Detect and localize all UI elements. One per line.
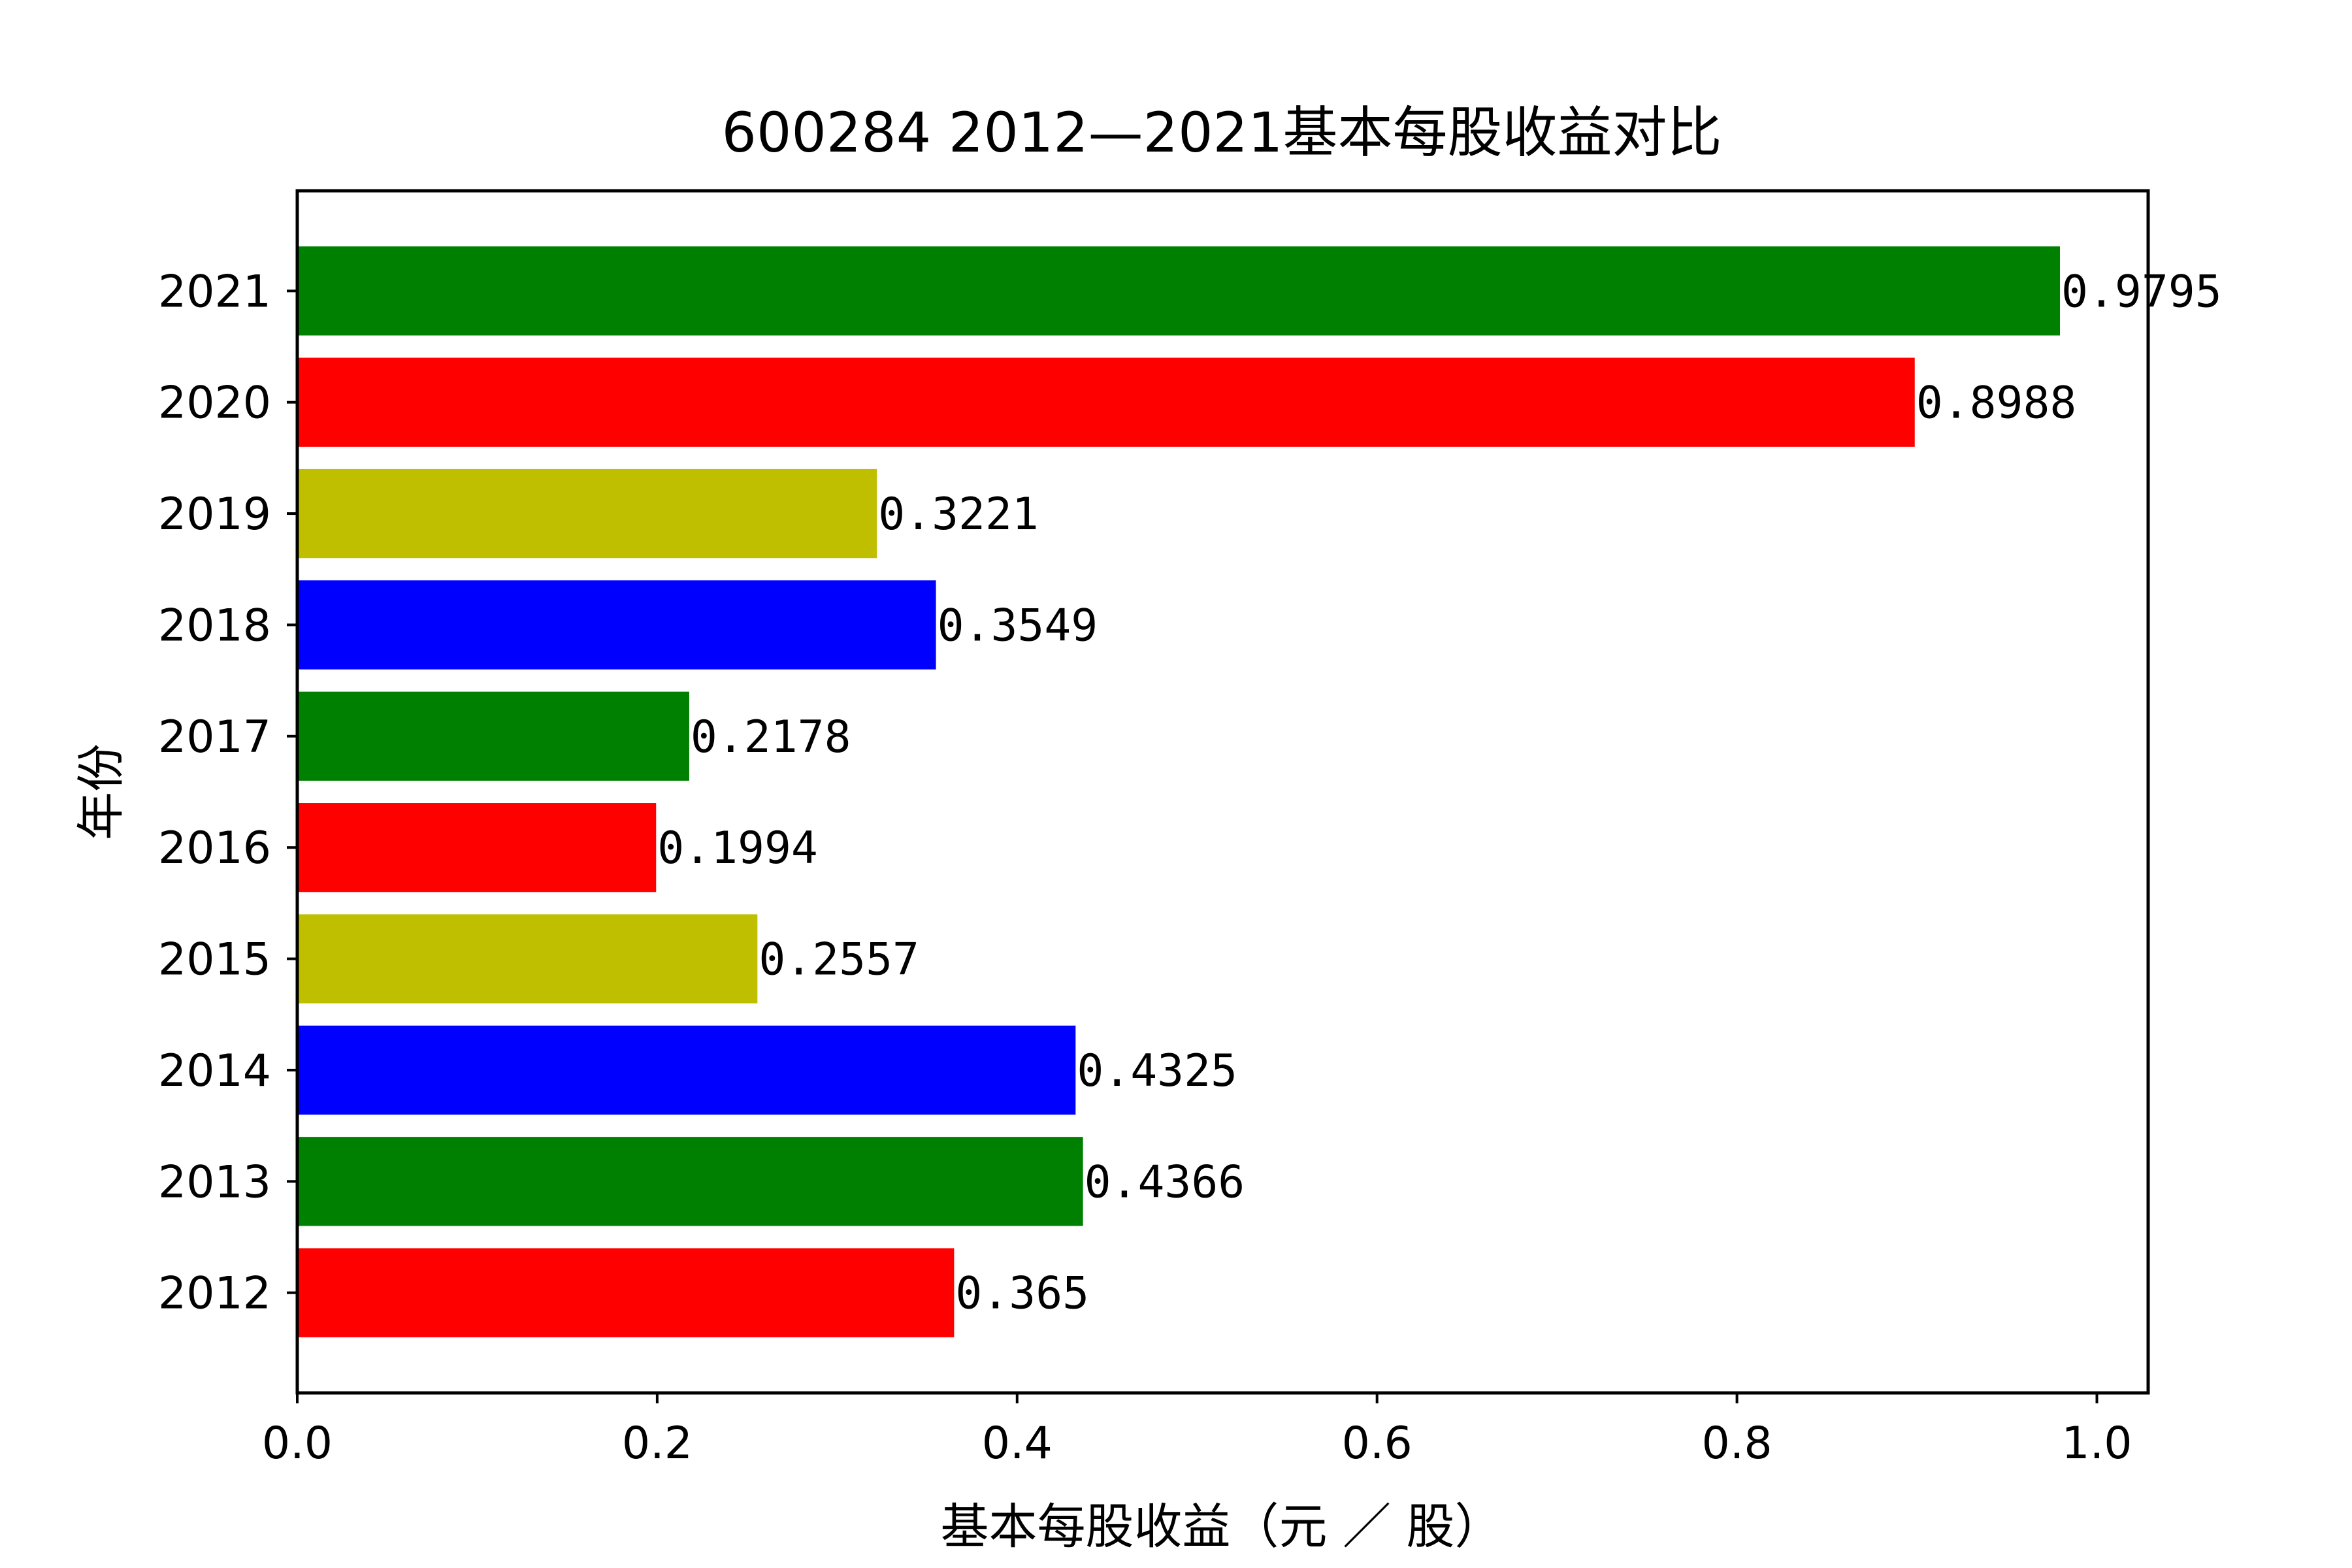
data-label-2019: 0.3221 [878,489,1039,540]
bar-2021 [297,246,2061,336]
y-tick-label-2016: 2016 [158,823,271,874]
data-label-2014: 0.4325 [1077,1045,1237,1097]
x-tick-label-0.6: 0.6 [1342,1418,1413,1469]
bar-2018 [297,580,936,670]
plot-frame [295,189,2150,1395]
x-tick-label-0.8: 0.8 [1702,1418,1772,1469]
x-tick-label-0.2: 0.2 [622,1418,693,1469]
data-label-2020: 0.8988 [1916,378,2077,429]
y-tick-label-2013: 2013 [158,1156,271,1208]
y-tick-label-2018: 2018 [158,600,271,651]
bar-2016 [297,803,657,892]
x-tick-label-0.4: 0.4 [982,1418,1053,1469]
bar-2015 [297,914,758,1004]
data-label-2012: 0.365 [955,1268,1089,1320]
bar-2019 [297,468,877,559]
data-label-2013: 0.4366 [1085,1156,1245,1208]
x-axis-label: 基本每股收益（元 ／ 股） [940,1499,1503,1555]
bars-layer [297,246,2061,1337]
bar-2013 [297,1137,1083,1226]
data-label-2021: 0.9795 [2061,266,2222,318]
data-label-2018: 0.3549 [938,600,1098,651]
y-tick-label-2017: 2017 [158,711,271,763]
bar-2020 [297,357,1915,447]
bar-2012 [297,1248,955,1337]
data-labels-layer: 0.365 0.4366 0.4325 0.2557 0.1994 0.2178 0.354… [657,266,2221,1319]
y-tick-label-2020: 2020 [158,378,271,429]
x-tick-label-1.0: 1.0 [2061,1418,2132,1469]
data-label-2016: 0.1994 [657,823,818,874]
y-tick-label-2012: 2012 [158,1268,271,1320]
x-tick-label-0.0: 0.0 [262,1418,333,1469]
bar-2014 [297,1025,1076,1115]
chart-title: 600284 2012—2021基本每股收益对比 [722,101,1722,165]
data-label-2015: 0.2557 [759,934,919,986]
y-tick-label-2014: 2014 [158,1045,271,1097]
y-tick-label-2021: 2021 [158,266,271,318]
y-tick-label-2015: 2015 [158,934,271,986]
bar-2017 [297,691,689,781]
x-axis: 0.0 0.2 0.4 0.6 0.8 1.0 [262,1393,2132,1469]
y-tick-label-2019: 2019 [158,489,271,540]
y-axis-label: 年份 [73,743,129,840]
y-axis: 2012 2013 2014 2015 2016 2017 2018 2019 2020 2021 [158,266,297,1320]
data-label-2017: 0.2178 [691,711,851,763]
